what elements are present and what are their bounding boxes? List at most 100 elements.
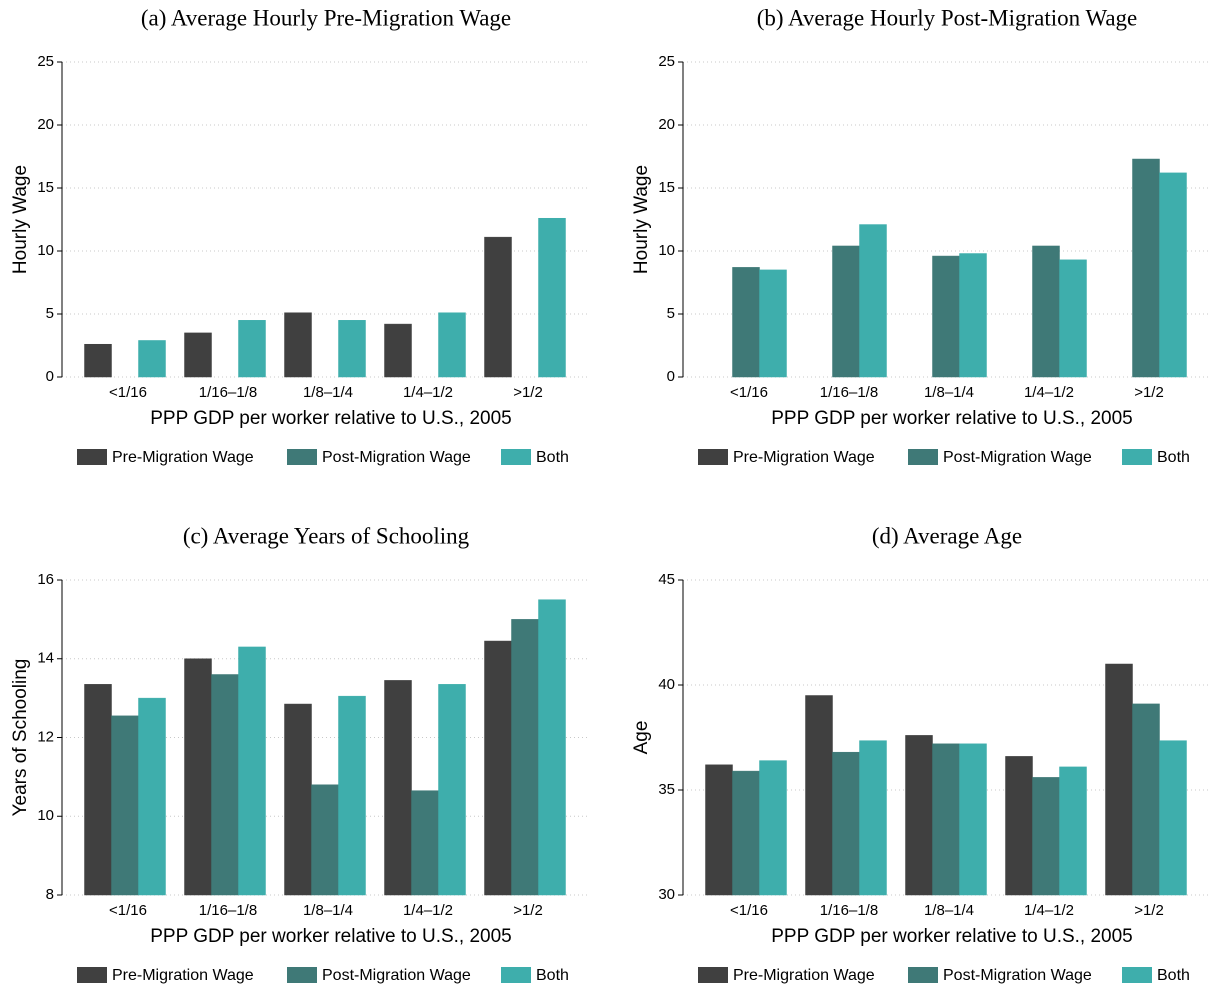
bar — [1032, 777, 1060, 896]
legend-swatch — [501, 967, 531, 983]
bar — [484, 640, 512, 896]
panel: (b) Average Hourly Post-Migration Wage 0 5… — [631, 5, 1211, 466]
x-tick-label: 1/16–1/8 — [199, 902, 257, 919]
bar — [484, 236, 512, 378]
bar — [705, 764, 733, 896]
legend-swatch — [1122, 967, 1152, 983]
legend-label: Both — [536, 967, 569, 984]
bar — [1032, 245, 1060, 378]
bar — [932, 743, 960, 896]
x-tick-label: 1/4–1/2 — [403, 384, 453, 401]
bar — [1059, 766, 1087, 896]
legend-label: Post-Migration Wage — [322, 449, 471, 466]
bar — [732, 770, 760, 896]
bar — [1159, 172, 1187, 378]
legend-label: Both — [536, 449, 569, 466]
y-tick-label: 20 — [37, 116, 54, 133]
bar — [111, 715, 139, 896]
y-tick-label: 20 — [658, 116, 675, 133]
panel: (c) Average Years of Schooling 8 10 12 14 16 <… — [10, 523, 590, 984]
bar — [84, 684, 112, 896]
legend-label: Pre-Migration Wage — [112, 449, 254, 466]
bar — [284, 703, 312, 896]
bar — [511, 619, 539, 896]
y-tick-label: 5 — [667, 305, 675, 322]
legend-swatch — [501, 449, 531, 465]
y-tick-label: 15 — [37, 179, 54, 196]
bar — [959, 253, 987, 378]
chart-title: (d) Average Age — [872, 523, 1022, 548]
bar — [438, 684, 466, 896]
bar — [211, 674, 239, 896]
y-tick-label: 10 — [658, 242, 675, 259]
legend-label: Both — [1157, 449, 1190, 466]
y-tick-label: 25 — [37, 53, 54, 70]
x-tick-label: <1/16 — [730, 384, 768, 401]
bar — [238, 646, 266, 896]
bar — [832, 245, 860, 378]
x-tick-label: >1/2 — [513, 384, 543, 401]
legend-swatch — [908, 449, 938, 465]
bar — [1005, 756, 1033, 896]
legend-swatch — [698, 967, 728, 983]
bar — [1105, 663, 1133, 896]
chart-title: (c) Average Years of Schooling — [183, 523, 470, 548]
legend-swatch — [1122, 449, 1152, 465]
bar — [759, 269, 787, 378]
bar — [1159, 740, 1187, 896]
x-tick-label: 1/16–1/8 — [820, 384, 878, 401]
bar — [1132, 158, 1160, 378]
y-tick-label: 12 — [37, 728, 54, 745]
bar — [338, 320, 366, 378]
x-tick-label: 1/4–1/2 — [1024, 384, 1074, 401]
bar — [1059, 259, 1087, 378]
x-axis-label: PPP GDP per worker relative to U.S., 200… — [150, 926, 512, 947]
y-tick-label: 45 — [658, 571, 675, 588]
bar — [932, 255, 960, 378]
y-tick-label: 16 — [37, 571, 54, 588]
chart-title: (b) Average Hourly Post-Migration Wage — [757, 5, 1138, 30]
x-tick-label: >1/2 — [513, 902, 543, 919]
x-tick-label: 1/8–1/4 — [303, 902, 353, 919]
legend-label: Pre-Migration Wage — [112, 967, 254, 984]
bar — [238, 320, 266, 378]
bar — [138, 697, 166, 896]
panel: (d) Average Age 30 35 40 45 <1/16 1/16–1/8 1/8–… — [631, 523, 1211, 984]
y-tick-label: 30 — [658, 886, 675, 903]
x-axis-label: PPP GDP per worker relative to U.S., 200… — [771, 926, 1133, 947]
bar — [959, 743, 987, 896]
bar — [759, 760, 787, 896]
y-tick-label: 8 — [46, 886, 54, 903]
bar — [538, 217, 566, 378]
y-tick-label: 25 — [658, 53, 675, 70]
x-tick-label: >1/2 — [1134, 384, 1164, 401]
y-tick-label: 40 — [658, 676, 675, 693]
bar — [859, 740, 887, 896]
x-tick-label: <1/16 — [109, 902, 147, 919]
legend-label: Post-Migration Wage — [943, 449, 1092, 466]
y-tick-label: 10 — [37, 242, 54, 259]
bar — [384, 680, 412, 896]
x-tick-label: 1/8–1/4 — [924, 384, 974, 401]
y-axis-label: Hourly Wage — [10, 165, 31, 274]
bar — [338, 695, 366, 896]
bar — [411, 790, 439, 896]
x-tick-label: 1/16–1/8 — [820, 902, 878, 919]
bar — [184, 658, 212, 896]
bar — [538, 599, 566, 896]
y-tick-label: 0 — [667, 368, 675, 385]
bar — [905, 735, 933, 896]
x-tick-label: >1/2 — [1134, 902, 1164, 919]
bar — [138, 340, 166, 378]
legend-swatch — [908, 967, 938, 983]
legend-swatch — [287, 449, 317, 465]
legend-swatch — [77, 449, 107, 465]
y-tick-label: 0 — [46, 368, 54, 385]
legend-swatch — [698, 449, 728, 465]
legend-label: Pre-Migration Wage — [733, 967, 875, 984]
x-axis-label: PPP GDP per worker relative to U.S., 200… — [771, 408, 1133, 429]
legend-swatch — [287, 967, 317, 983]
y-tick-label: 14 — [37, 650, 54, 667]
legend-label: Both — [1157, 967, 1190, 984]
y-tick-label: 5 — [46, 305, 54, 322]
